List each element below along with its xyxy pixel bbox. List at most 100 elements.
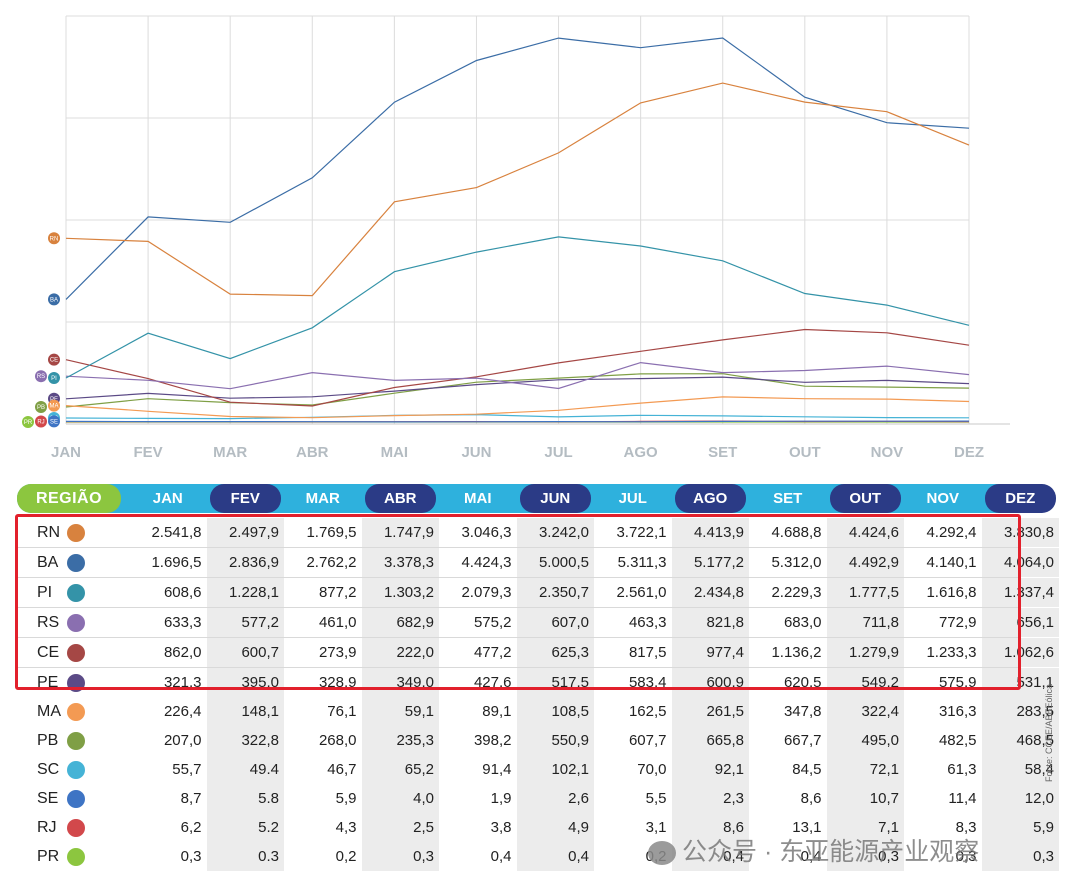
badge-label-se: SE [50,419,58,425]
x-label-set: SET [708,444,737,461]
cell-rj-mar: 4,3 [335,819,357,836]
row-label: BA [37,554,59,571]
cell-rs-set: 683,0 [783,614,822,631]
cell-pb-set: 667,7 [783,732,822,749]
row-color-dot [67,848,85,866]
chart-region-badges: RNBAPIRSCEPEMAPBSCSERJPR [22,232,60,428]
badge-ce [48,353,60,366]
table-row-rs: RS 633,3 577,2 461,0 682,9 575,2 607,0 463,3 821… [17,608,1059,638]
cell-ba-abr: 3.378,3 [361,548,439,577]
cell-pr-jun: 0,4 [516,842,594,871]
cell-ce-abr: 222,0 [361,638,439,667]
cell-pi-out: 1.777,5 [826,578,904,607]
cell-rs-mar: 461,0 [318,614,357,631]
cell-pe-abr: 349,0 [361,668,439,697]
cell-rs-fev: 577,2 [206,608,284,637]
row-color-dot [67,524,85,542]
cell-rs-jan: 633,3 [163,614,202,631]
cell-sc-ago: 92,1 [671,755,749,784]
cell-rn-mai: 3.046,3 [461,524,512,541]
cell-pb-out: 495,0 [826,726,904,755]
cell-sc-nov: 61,3 [947,761,977,778]
cell-ma-mai: 89,1 [482,703,512,720]
cell-pr-nov: 0,3 [955,848,977,865]
x-label-dez: DEZ [954,444,984,461]
row-label: SC [37,761,60,778]
cell-pe-out: 549,2 [826,668,904,697]
cell-se-fev: 5.8 [206,784,284,813]
cell-ce-out: 1.279,9 [826,638,904,667]
cell-rs-abr: 682,9 [361,608,439,637]
series-line-pi [65,236,970,379]
badge-rs [35,370,47,383]
cell-rs-out: 711,8 [826,608,904,637]
badge-label-ma: MA [50,404,59,410]
cell-rj-jul: 3,1 [645,819,667,836]
highlight-box [15,514,1021,690]
cell-ma-jul: 162,5 [628,703,667,720]
cell-rj-jan: 6,2 [180,819,202,836]
series-line-ma [65,396,970,419]
row-color-dot [67,819,85,837]
table-row-se: SE 8,7 5.8 5,9 4,0 1,9 2,6 5,5 2,3 8,6 10,7 11,4 12,… [17,784,1059,813]
table-row-pb: PB 207,0 322,8 268,0 235,3 398,2 550,9 607,7 665… [17,726,1059,755]
cell-pb-nov: 482,5 [938,732,977,749]
cell-sc-jan: 55,7 [172,761,202,778]
header-month-jul: JUL [618,490,647,507]
series-line-pe [65,376,970,400]
cell-pe-mai: 427,6 [473,674,512,691]
cell-sc-set: 84,5 [792,761,822,778]
cell-rj-dez: 5,9 [981,813,1059,842]
cell-pr-dez: 0,3 [981,842,1059,871]
cell-ma-set: 347,8 [783,703,822,720]
row-label: CE [37,644,60,661]
header-month-nov: NOV [926,490,959,507]
x-label-jan: JAN [51,444,81,461]
x-label-nov: NOV [871,444,904,461]
cell-se-out: 10,7 [826,784,904,813]
cell-pb-mai: 398,2 [473,732,512,749]
badge-se [48,415,60,428]
badge-rj [35,415,47,428]
cell-pe-jun: 517,5 [516,668,594,697]
header-month-set: SET [773,490,803,507]
table-row-pe: PE 321,3 395,0 328,9 349,0 427,6 517,5 583,4 600… [17,668,1059,697]
cell-ma-out: 322,4 [826,697,904,726]
badge-label-ce: CE [50,358,58,364]
watermark: 公众号 · 东亚能源产业观察 [648,832,979,868]
cell-rj-ago: 8,6 [671,813,749,842]
cell-sc-mar: 46,7 [327,761,357,778]
badge-pi [48,372,60,385]
badge-ba [48,293,60,306]
header-regiao: REGIÃO [17,484,121,513]
cell-rn-ago: 4.413,9 [671,518,749,547]
cell-pr-mar: 0,2 [335,848,357,865]
series-line-se [65,420,970,423]
row-label: RN [37,524,61,541]
series-line-sc [65,413,970,420]
row-color-dot [67,703,85,721]
cell-rs-jul: 463,3 [628,614,667,631]
badge-label-ba: BA [50,297,58,303]
row-label: SE [37,790,59,807]
cell-ce-jul: 817,5 [628,644,667,661]
cell-rj-nov: 8,3 [955,819,977,836]
cell-pi-fev: 1.228,1 [206,578,284,607]
table-row-ma: MA 226,4 148,1 76,1 59,1 89,1 108,5 162,5 261,5 3… [17,697,1059,726]
cell-rn-mar: 1.769,5 [306,524,357,541]
header-month-mai: MAI [464,490,492,507]
header-month-ago: AGO [674,484,746,513]
monthly-line-chart: RNBAPIRSCEPEMAPBSCSERJPR JANFEVMARABRMAI… [22,15,1010,461]
chart-grid [65,15,1010,425]
header-month-out: OUT [829,484,901,513]
cell-pb-ago: 665,8 [671,726,749,755]
header-month-mar: MAR [305,490,340,507]
badge-pb [35,401,47,414]
cell-rn-jul: 3.722,1 [616,524,667,541]
cell-rn-nov: 4.292,4 [926,524,977,541]
cell-se-abr: 4,0 [361,784,439,813]
cell-se-jul: 5,5 [645,790,667,807]
cell-pi-mar: 877,2 [318,584,357,601]
cell-ba-mar: 2.762,2 [306,554,357,571]
cell-pi-abr: 1.303,2 [361,578,439,607]
